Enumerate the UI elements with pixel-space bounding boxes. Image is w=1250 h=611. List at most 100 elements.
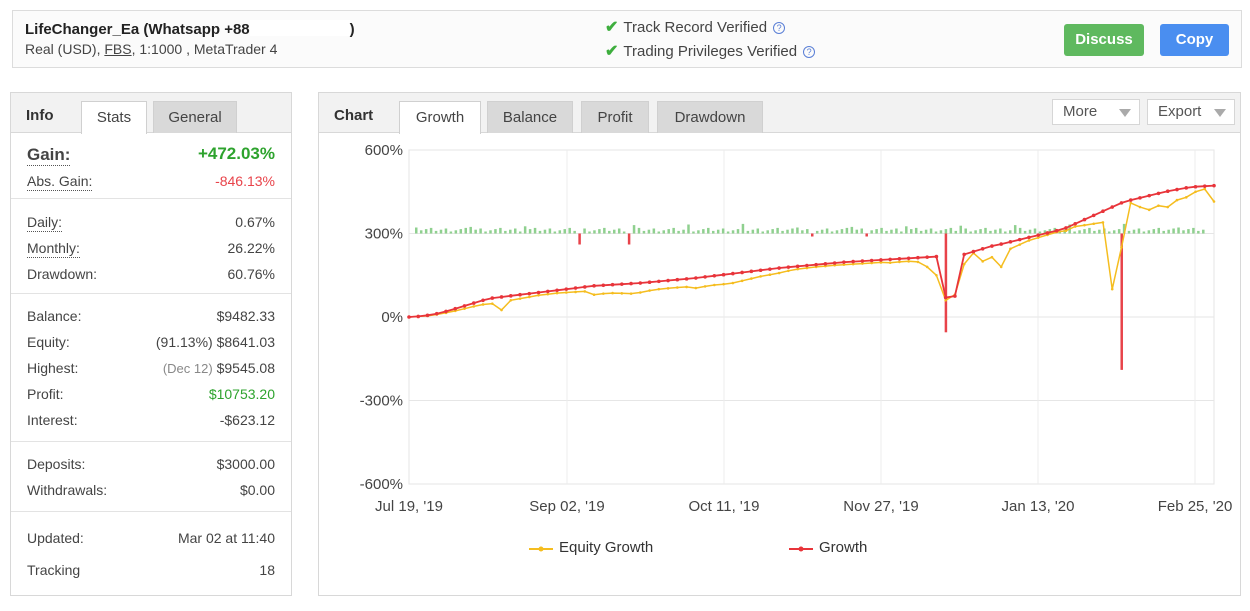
more-dropdown[interactable]: More — [1052, 99, 1140, 125]
equity-growth-point — [1120, 246, 1123, 249]
export-dropdown[interactable]: Export — [1147, 99, 1235, 125]
equity-growth-point — [759, 275, 762, 278]
daily-bar — [855, 229, 859, 234]
daily-bar — [984, 227, 987, 234]
daily-bar — [548, 228, 552, 234]
tab-balance[interactable]: Balance — [487, 101, 573, 133]
equity-growth-point — [694, 286, 698, 290]
daily-bar — [573, 230, 576, 234]
daily-bar — [875, 229, 878, 234]
growth-point — [749, 269, 754, 274]
help-icon[interactable]: ? — [773, 22, 786, 34]
daily-bar — [1157, 227, 1160, 234]
growth-chart[interactable]: 600% 300% 0% -300% -600% Jul 19, '19 Sep 02, … — [319, 134, 1240, 534]
equity-growth-point — [481, 303, 485, 306]
growth-point — [453, 306, 458, 311]
daily-bar — [667, 229, 670, 234]
growth-point — [879, 258, 883, 262]
daily-bar — [1093, 230, 1096, 234]
equity-growth-point — [611, 291, 614, 295]
growth-point — [1101, 209, 1105, 214]
daily-bar — [444, 228, 448, 234]
caret-down-icon — [1119, 109, 1131, 117]
equity-value-group: (91.13%) $8641.03 — [156, 329, 275, 355]
daily-label[interactable]: Daily: — [27, 214, 63, 232]
daily-bar — [1009, 230, 1012, 234]
equity-growth-point — [713, 283, 716, 287]
gain-value: +472.03% — [197, 144, 275, 163]
trading-privileges-verified: ✔ Trading Privileges Verified? — [605, 41, 816, 61]
broker-link[interactable]: FBS — [104, 41, 132, 57]
daily-bar — [934, 231, 938, 234]
legend-growth[interactable]: Growth — [789, 539, 867, 556]
equity-growth-point — [1175, 198, 1179, 202]
growth-point — [592, 284, 596, 288]
drawdown-label: Drawdown: — [27, 266, 98, 282]
leverage-platform: , 1:1000 , MetaTrader 4 — [131, 41, 278, 57]
equity-growth-point — [509, 299, 513, 302]
growth-point — [666, 278, 670, 283]
equity-growth-point — [685, 285, 688, 289]
abs-gain-label[interactable]: Abs. Gain: — [27, 173, 93, 191]
tab-profit[interactable]: Profit — [581, 101, 649, 133]
equity-growth-point — [1157, 204, 1160, 207]
equity-growth-point — [657, 287, 661, 291]
equity-growth-point — [1138, 205, 1142, 209]
daily-bar — [1122, 223, 1126, 234]
equity-growth-point — [537, 293, 540, 297]
more-label: More — [1063, 103, 1098, 120]
tab-stats[interactable]: Stats — [81, 101, 147, 134]
daily-bar — [474, 229, 477, 234]
growth-point — [721, 272, 726, 277]
info-tabbar: Info Stats General — [11, 93, 291, 134]
daily-bar — [1182, 230, 1185, 234]
growth-point — [1054, 228, 1059, 233]
tab-general[interactable]: General — [153, 101, 237, 133]
legend-equity-growth[interactable]: Equity Growth — [529, 539, 653, 556]
chart-title: Chart — [334, 107, 374, 124]
withdrawals-label: Withdrawals: — [27, 482, 108, 498]
help-icon[interactable]: ? — [803, 46, 816, 58]
daily-bar — [707, 227, 710, 234]
daily-bar — [781, 230, 784, 234]
account-name-end: ) — [349, 21, 355, 38]
growth-point — [1064, 226, 1068, 230]
equity-growth-point — [1036, 236, 1040, 239]
daily-bar — [484, 231, 487, 234]
daily-bar — [514, 228, 517, 234]
y-tick-label: 300% — [365, 226, 403, 243]
equity-growth-point — [888, 261, 892, 265]
daily-bar — [1038, 231, 1042, 234]
copy-button[interactable]: Copy — [1160, 24, 1229, 56]
growth-point — [481, 298, 485, 303]
growth-point — [490, 296, 495, 300]
daily-bar — [964, 228, 967, 234]
account-name: LifeChanger_Ea (Whatsapp +88) — [25, 20, 355, 38]
daily-bar — [553, 231, 557, 234]
growth-point — [1027, 235, 1031, 240]
daily-bar — [1202, 229, 1205, 234]
daily-bar — [954, 230, 958, 234]
discuss-button[interactable]: Discuss — [1064, 24, 1144, 56]
daily-bar — [1152, 229, 1156, 234]
tab-drawdown[interactable]: Drawdown — [657, 101, 763, 133]
daily-bar — [1108, 231, 1111, 234]
daily-bar — [840, 229, 844, 234]
gain-label[interactable]: Gain: — [27, 145, 71, 166]
growth-point — [1138, 196, 1142, 200]
daily-bar — [756, 228, 760, 234]
equity-growth-point — [990, 255, 994, 259]
profit-value: $10753.20 — [208, 386, 275, 402]
daily-bar — [563, 229, 566, 234]
equity-label: Equity: — [27, 334, 70, 350]
equity-growth-point — [1092, 222, 1096, 226]
daily-bar — [949, 227, 953, 234]
growth-point — [740, 270, 744, 275]
monthly-label[interactable]: Monthly: — [27, 240, 80, 258]
growth-point — [869, 258, 874, 263]
daily-bar — [880, 227, 883, 234]
growth-point — [1073, 221, 1078, 226]
growth-point — [1212, 183, 1216, 188]
tab-growth[interactable]: Growth — [399, 101, 481, 134]
equity-growth-point — [472, 305, 476, 308]
